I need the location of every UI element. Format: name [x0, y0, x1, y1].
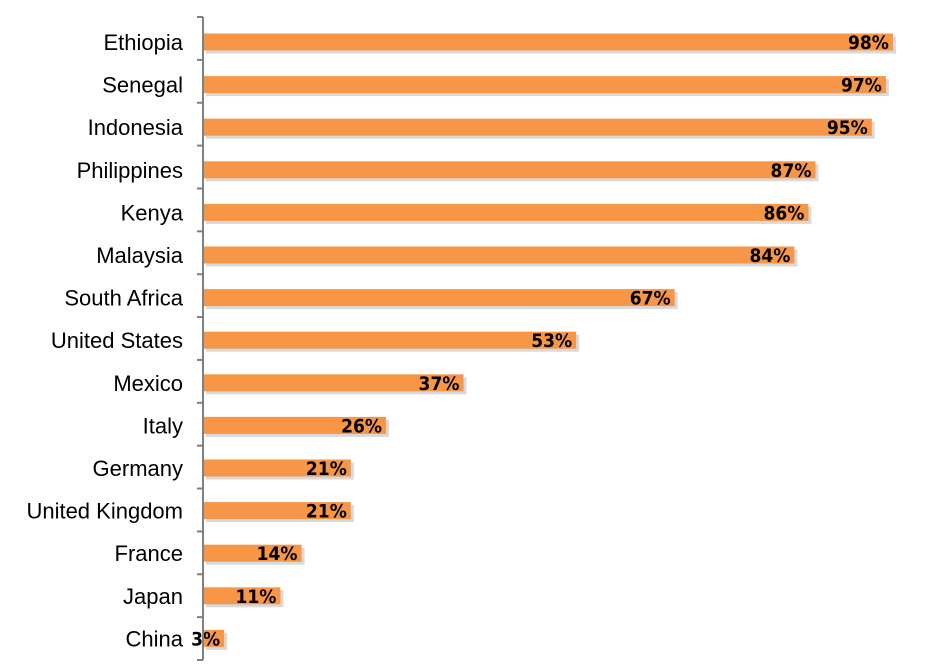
value-label: 87% — [771, 160, 812, 182]
category-label: Malaysia — [96, 243, 184, 268]
category-label: Japan — [123, 584, 183, 609]
bar — [203, 629, 225, 647]
bar — [203, 76, 886, 94]
category-label: Mexico — [113, 371, 183, 396]
value-label: 84% — [749, 245, 790, 267]
category-label: Italy — [143, 413, 183, 438]
category-label: Ethiopia — [103, 30, 183, 55]
value-label: 95% — [827, 117, 868, 139]
bars — [203, 33, 896, 650]
category-label: China — [126, 626, 184, 651]
value-label: 98% — [848, 32, 889, 54]
value-label: 11% — [236, 586, 277, 608]
category-labels: Ethiopia Senegal Indonesia Philippines Kenya… — [26, 30, 183, 651]
category-label: Senegal — [102, 73, 183, 98]
value-label: 3% — [191, 628, 220, 650]
bar — [203, 459, 351, 477]
value-label: 67% — [630, 288, 671, 310]
category-label: United Kingdom — [26, 499, 183, 524]
category-label: France — [115, 541, 183, 566]
bar — [203, 502, 351, 520]
value-label: 86% — [764, 202, 805, 224]
category-label: Germany — [93, 456, 183, 481]
bar — [203, 374, 464, 392]
value-label: 97% — [841, 75, 882, 97]
bar — [203, 203, 809, 221]
bar — [203, 331, 577, 349]
value-label: 21% — [306, 458, 347, 480]
category-label: South Africa — [64, 286, 183, 311]
bar — [203, 161, 816, 179]
bar — [203, 289, 675, 307]
bar — [203, 246, 795, 264]
bar — [203, 33, 893, 51]
category-label: Indonesia — [88, 115, 184, 140]
bar — [203, 416, 387, 434]
category-label: Kenya — [121, 200, 184, 225]
value-label: 53% — [531, 330, 572, 352]
value-labels: 98% 97% 95% 87% 86% 84% 67% 53% 37% 26% 21% 21% 14% 1… — [191, 32, 889, 650]
value-label: 26% — [341, 415, 382, 437]
value-label: 37% — [419, 373, 460, 395]
value-label: 14% — [257, 543, 298, 565]
bar — [203, 587, 281, 605]
category-label: United States — [51, 328, 183, 353]
bar — [203, 118, 872, 136]
value-label: 21% — [306, 501, 347, 523]
category-label: Philippines — [77, 158, 183, 183]
bar — [203, 544, 302, 562]
